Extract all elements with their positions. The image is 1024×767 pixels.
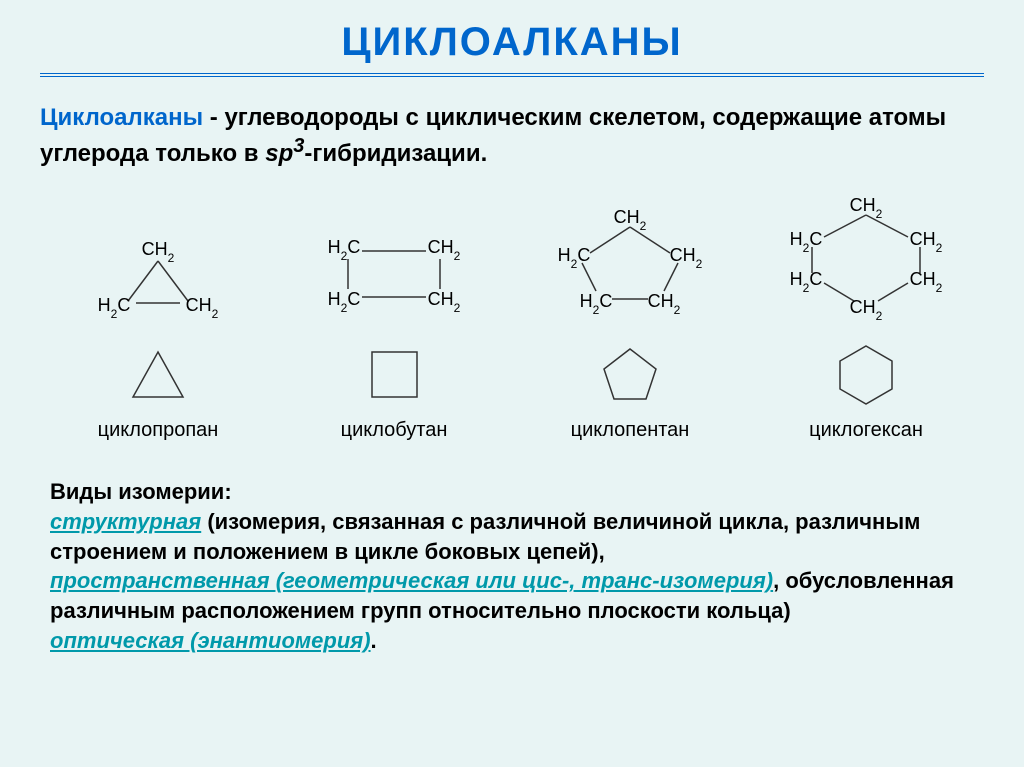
svg-text:CH2: CH2	[614, 207, 647, 233]
svg-text:CH2: CH2	[648, 291, 681, 317]
name-cyclohexane: циклогексан	[748, 419, 984, 442]
name-cyclopropane: циклопропан	[40, 419, 276, 442]
name-cyclopentane: циклопентан	[512, 419, 748, 442]
svg-text:H2C: H2C	[790, 269, 823, 295]
cyclobutane-structure: H2C CH2 H2C CH2	[276, 229, 512, 319]
isomerism-block: Виды изомерии: структурная (изомерия, св…	[40, 477, 984, 655]
svg-text:CH2: CH2	[670, 245, 703, 271]
svg-text:CH2: CH2	[850, 297, 883, 323]
title-rule	[40, 73, 984, 77]
triangle-icon	[40, 347, 276, 402]
compound-names-row: циклопропан циклобутан циклопентан цикло…	[40, 419, 984, 442]
structural-formulas-row: CH2 H2C CH2 H2C CH2 H2C CH2 CH2 H2C CH2 …	[40, 199, 984, 319]
sp-base: sp	[265, 140, 293, 167]
svg-text:H2C: H2C	[580, 291, 613, 317]
definition-body-2: -гибридизации.	[304, 140, 487, 167]
name-cyclobutane: циклобутан	[276, 419, 512, 442]
square-icon	[276, 347, 512, 402]
hexagon-icon	[748, 342, 984, 406]
spatial-isomerism-label: пространственная (геометрическая или цис…	[50, 568, 773, 593]
svg-text:CH2: CH2	[428, 289, 461, 315]
svg-text:H2C: H2C	[790, 229, 823, 255]
svg-text:H2C: H2C	[98, 295, 131, 321]
svg-text:CH2: CH2	[186, 295, 219, 321]
pentagon-icon	[512, 345, 748, 403]
definition-text: Циклоалканы - углеводороды с циклическим…	[40, 102, 984, 169]
cyclopropane-structure: CH2 H2C CH2	[40, 239, 276, 319]
svg-text:CH2: CH2	[428, 237, 461, 263]
skeletal-shapes-row	[40, 339, 984, 409]
page-title: ЦИКЛОАЛКАНЫ	[40, 20, 984, 65]
svg-text:H2C: H2C	[328, 289, 361, 315]
svg-text:H2C: H2C	[558, 245, 591, 271]
sp-sup: 3	[293, 135, 304, 157]
svg-text:CH2: CH2	[850, 195, 883, 221]
optical-isomerism-label: оптическая (энантиомерия)	[50, 628, 371, 653]
svg-text:CH2: CH2	[910, 269, 943, 295]
cyclohexane-structure: CH2 H2C CH2 H2C CH2 CH2	[748, 199, 984, 319]
structural-isomerism-label: структурная	[50, 509, 201, 534]
sp-notation: sp3	[265, 140, 304, 167]
definition-term: Циклоалканы	[40, 104, 203, 131]
isomerism-heading: Виды изомерии:	[50, 479, 232, 504]
optical-isomerism-text: .	[371, 628, 377, 653]
svg-text:H2C: H2C	[328, 237, 361, 263]
svg-text:CH2: CH2	[910, 229, 943, 255]
cyclopentane-structure: CH2 H2C CH2 H2C CH2	[512, 209, 748, 319]
